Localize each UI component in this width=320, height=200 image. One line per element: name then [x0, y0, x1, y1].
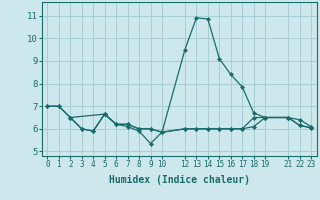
X-axis label: Humidex (Indice chaleur): Humidex (Indice chaleur) — [109, 175, 250, 185]
